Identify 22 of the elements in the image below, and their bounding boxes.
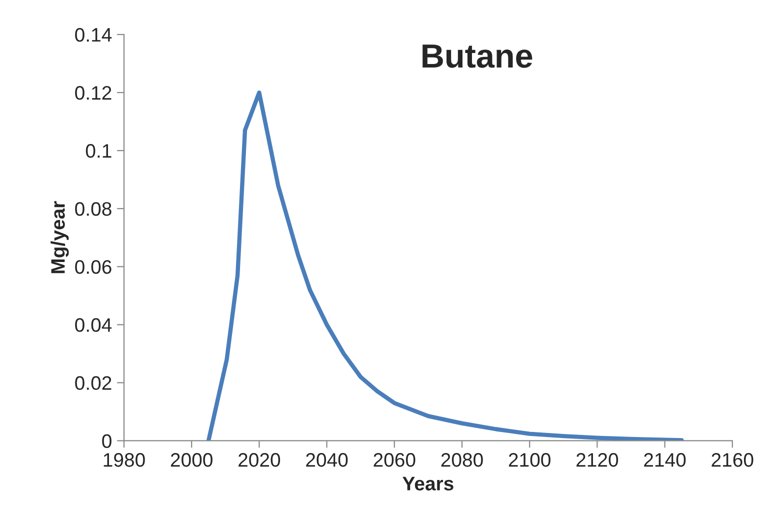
x-axis-title: Years [402,476,454,490]
y-tick-label: 0.14 [75,28,112,42]
y-axis-title: Mg/year [50,201,69,274]
y-tick-label: 0.04 [75,318,112,332]
x-tick-label: 2040 [306,453,348,467]
x-tick-label: 1980 [104,453,145,467]
x-tick-label: 2020 [238,453,280,467]
line-series [206,90,684,441]
x-tick-label: 2120 [576,453,618,467]
y-tick-label: 0 [102,434,112,448]
y-tick-label: 0.08 [75,202,112,216]
x-tick-label: 2140 [644,453,686,467]
x-tick-label: 2100 [508,453,550,467]
y-tick-label: 0.06 [75,260,112,274]
x-tick-label: 2000 [170,453,212,467]
x-tick-label: 2160 [712,453,754,467]
y-tick-label: 0.02 [75,376,112,390]
chart-title: Butane [422,44,532,68]
x-tick-label: 2060 [374,453,416,467]
y-tick-label: 0.1 [86,144,112,158]
y-tick-label: 0.12 [75,86,112,100]
x-tick-label: 2080 [441,453,483,467]
